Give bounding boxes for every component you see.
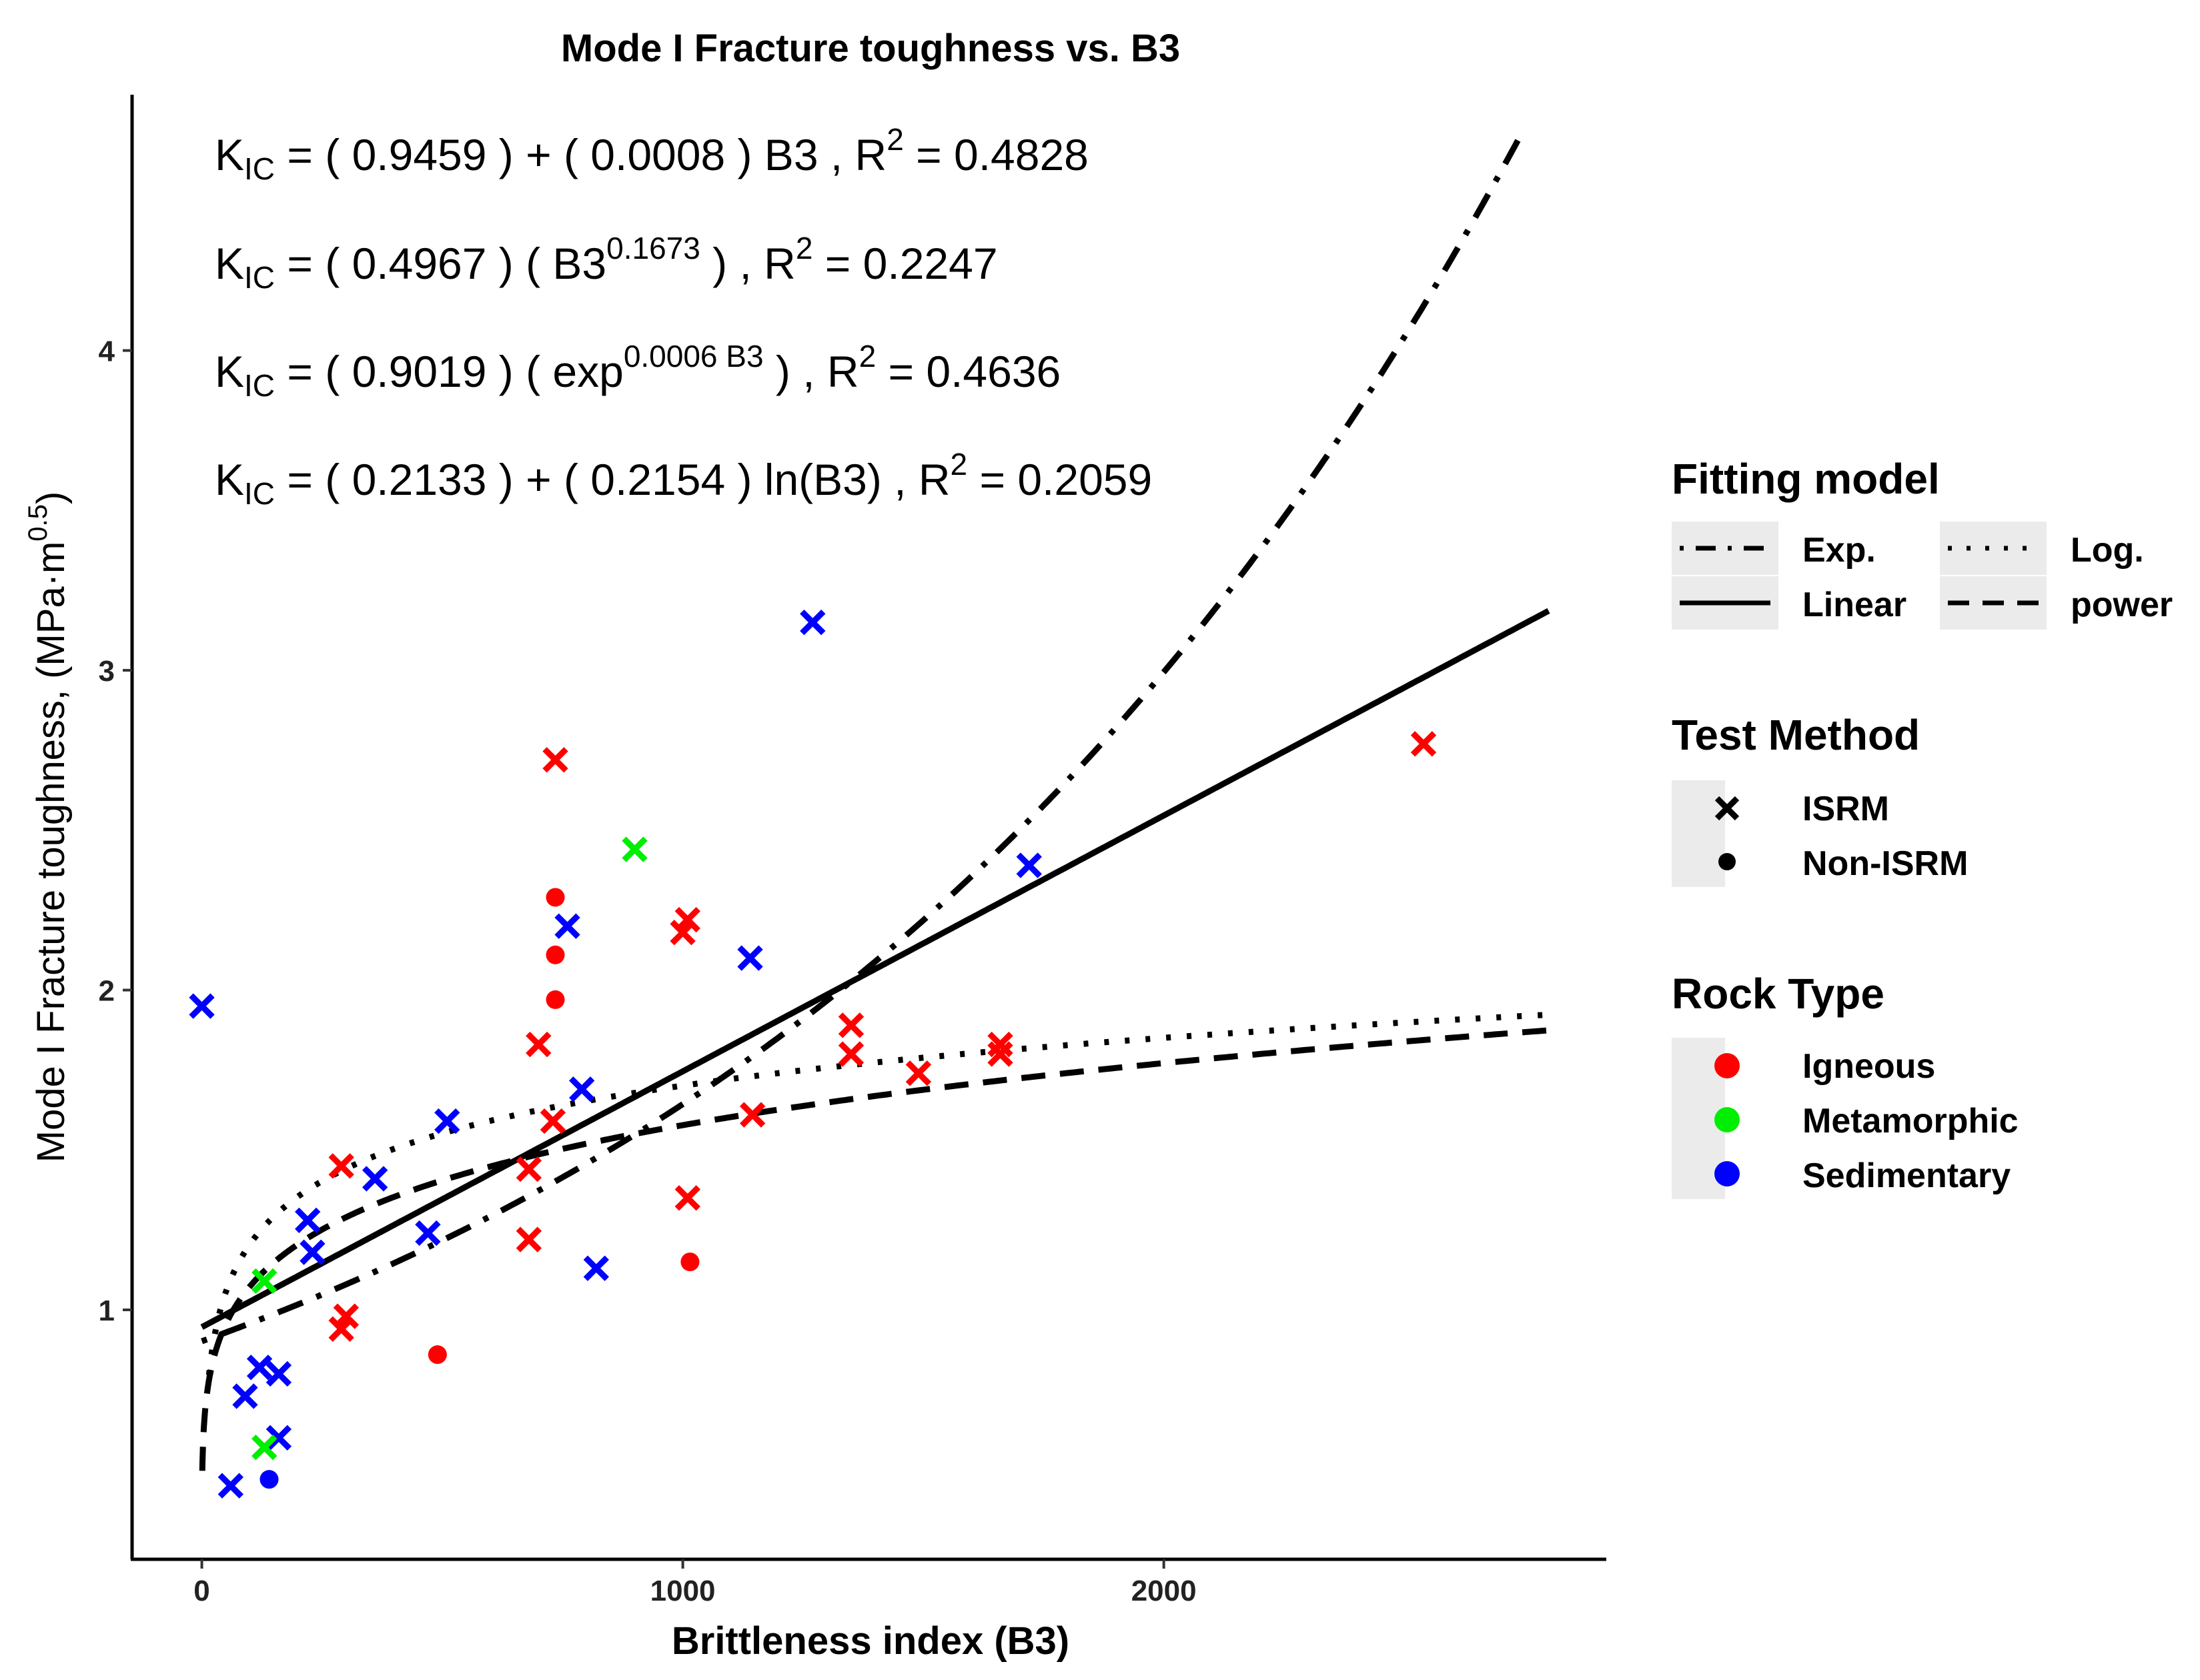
legend-label-power: power xyxy=(2071,586,2173,624)
data-points xyxy=(189,609,1437,1499)
point-igneous-isrm xyxy=(905,1060,932,1086)
y-axis-title-exponent: 0.5 xyxy=(23,504,53,542)
point-igneous-isrm xyxy=(987,1041,1013,1067)
point-igneous-isrm xyxy=(516,1226,542,1252)
point-igneous-isrm xyxy=(838,1012,865,1038)
equation-2: KIC = ( 0.4967 ) ( B30.1673 ) , R2 = 0.2… xyxy=(215,231,998,295)
equation-4: KIC = ( 0.2133 ) + ( 0.2154 ) ln(B3) , R… xyxy=(215,447,1152,511)
equation-1: KIC = ( 0.9459 ) + ( 0.0008 ) B3 , R2 = … xyxy=(215,122,1089,186)
point-igneous-isrm xyxy=(526,1031,552,1058)
point-igneous-isrm xyxy=(333,1303,360,1329)
legend-fitting-model: Fitting model Exp. Log. Linear power xyxy=(1672,455,2173,630)
legend-key-sedimentary-dot xyxy=(1714,1161,1740,1186)
point-metamorphic-isrm xyxy=(622,836,648,862)
point-metamorphic-isrm xyxy=(251,1435,278,1461)
legend-label-metamorphic: Metamorphic xyxy=(1802,1102,2019,1140)
point-sedimentary-isrm xyxy=(217,1473,243,1499)
y-tick-label: 1 xyxy=(99,1295,115,1327)
x-tick-label: 1000 xyxy=(650,1575,716,1607)
point-igneous-isrm xyxy=(542,747,568,773)
equation-3: KIC = ( 0.9019 ) ( exp0.0006 B3 ) , R2 =… xyxy=(215,339,1061,403)
point-igneous-non-isrm xyxy=(546,888,565,907)
point-sedimentary-isrm xyxy=(294,1207,321,1233)
point-sedimentary-isrm xyxy=(415,1220,441,1246)
point-igneous-non-isrm xyxy=(680,1252,700,1272)
legend-label-non-isrm: Non-ISRM xyxy=(1802,844,1968,883)
fit-line-log xyxy=(205,1011,1549,1377)
point-sedimentary-isrm xyxy=(800,609,826,636)
chart-title: Mode I Fracture toughness vs. B3 xyxy=(561,27,1180,70)
y-tick-label: 2 xyxy=(99,975,115,1008)
point-igneous-non-isrm xyxy=(546,990,565,1009)
point-sedimentary-isrm xyxy=(265,1425,292,1451)
legend-test-method: Test Method ISRM Non-ISRM xyxy=(1672,711,1968,887)
legend-label-isrm: ISRM xyxy=(1802,790,1889,828)
legend-label-exp: Exp. xyxy=(1802,531,1876,570)
point-igneous-non-isrm xyxy=(428,1345,447,1365)
point-igneous-isrm xyxy=(328,1153,354,1179)
point-igneous-isrm xyxy=(838,1041,865,1067)
x-tick-label: 2000 xyxy=(1131,1575,1197,1607)
y-axis-title-close: ) xyxy=(29,492,73,504)
legend-label-log: Log. xyxy=(2071,531,2144,570)
point-igneous-isrm xyxy=(739,1102,766,1128)
x-ticks: 0 1000 2000 xyxy=(193,1559,1197,1607)
point-sedimentary-non-isrm xyxy=(259,1470,279,1489)
legend-rock-type-title: Rock Type xyxy=(1672,970,1884,1018)
point-sedimentary-isrm xyxy=(568,1076,595,1102)
fit-equations: KIC = ( 0.9459 ) + ( 0.0008 ) B3 , R2 = … xyxy=(215,122,1152,511)
y-axis-title: Mode I Fracture toughness, (MPa·m0.5) xyxy=(23,492,73,1163)
y-tick-label: 4 xyxy=(99,335,115,368)
legend-key-metamorphic-dot xyxy=(1714,1107,1740,1132)
y-axis-title-main: Mode I Fracture toughness, (MPa·m xyxy=(29,542,73,1163)
point-sedimentary-isrm xyxy=(1016,852,1042,878)
point-sedimentary-isrm xyxy=(300,1239,326,1265)
point-sedimentary-isrm xyxy=(737,945,763,971)
legend-key-isrm-bg xyxy=(1672,780,1725,887)
legend-fitting-model-title: Fitting model xyxy=(1672,455,1940,503)
point-sedimentary-isrm xyxy=(232,1383,258,1409)
fit-lines xyxy=(199,126,1550,1471)
legends: Fitting model Exp. Log. Linear power Tes… xyxy=(1672,455,2173,1199)
x-axis-title: Brittleness index (B3) xyxy=(672,1619,1069,1663)
point-igneous-isrm xyxy=(987,1031,1013,1058)
point-igneous-isrm xyxy=(1410,731,1437,757)
point-metamorphic-isrm xyxy=(251,1268,278,1295)
point-igneous-non-isrm xyxy=(546,945,565,964)
point-sedimentary-isrm xyxy=(434,1108,460,1134)
point-sedimentary-isrm xyxy=(362,1166,388,1192)
legend-key-non-isrm-dot xyxy=(1718,853,1736,870)
legend-key-log-bg xyxy=(1940,522,2047,575)
point-sedimentary-isrm xyxy=(554,913,580,939)
legend-label-linear: Linear xyxy=(1802,586,1906,624)
point-igneous-isrm xyxy=(540,1108,566,1134)
point-sedimentary-isrm xyxy=(189,993,215,1019)
legend-label-igneous: Igneous xyxy=(1802,1047,1935,1086)
point-sedimentary-isrm xyxy=(246,1355,273,1381)
point-igneous-isrm xyxy=(674,1185,700,1211)
point-igneous-isrm xyxy=(674,906,700,933)
legend-key-igneous-dot xyxy=(1714,1053,1740,1078)
legend-test-method-title: Test Method xyxy=(1672,711,1920,759)
legend-label-sedimentary: Sedimentary xyxy=(1802,1156,2011,1195)
fit-line-power xyxy=(199,1027,1549,1471)
point-sedimentary-isrm xyxy=(583,1255,609,1281)
point-sedimentary-isrm xyxy=(265,1361,292,1387)
x-tick-label: 0 xyxy=(193,1575,209,1607)
fit-line-exp xyxy=(201,126,1528,1345)
fit-line-linear xyxy=(200,608,1550,1330)
point-igneous-isrm xyxy=(516,1156,542,1182)
legend-key-isrm-cross xyxy=(1714,796,1740,821)
plot-area: 0 1000 2000 1 2 3 4 xyxy=(99,95,1606,1607)
y-tick-label: 3 xyxy=(99,655,115,688)
y-ticks: 1 2 3 4 xyxy=(99,335,132,1327)
legend-rock-type: Rock Type Igneous Metamorphic Sedimentar… xyxy=(1672,970,2019,1199)
